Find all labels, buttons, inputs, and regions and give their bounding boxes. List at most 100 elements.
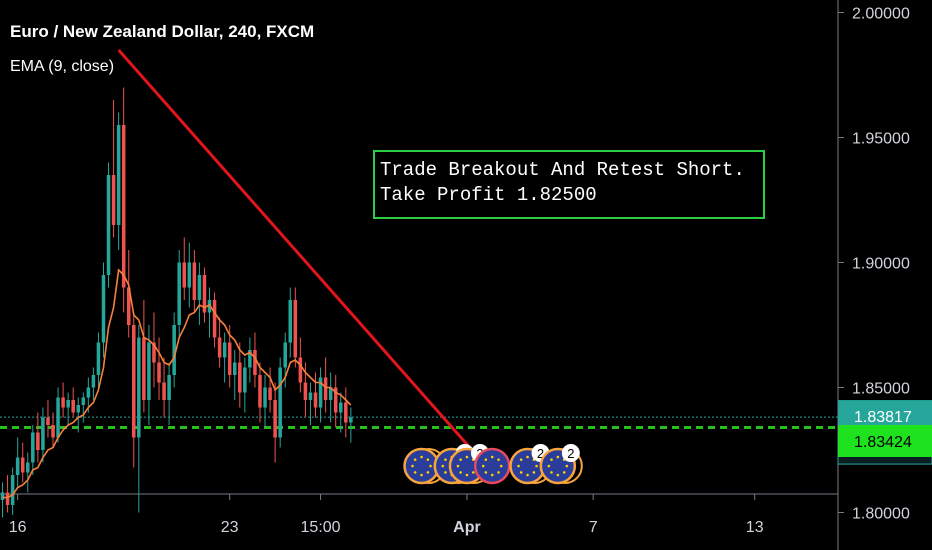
candle-body (283, 342, 287, 368)
flag-star (526, 473, 529, 477)
candle-body (197, 275, 202, 300)
ema-line (2, 268, 352, 499)
flag-star (484, 458, 488, 461)
candle-body (177, 262, 181, 325)
price-tick-label: 2.00000 (852, 6, 910, 23)
candle-body (182, 262, 187, 288)
flag-star (519, 471, 523, 474)
candle-body (298, 357, 303, 383)
flag-star (497, 458, 500, 461)
candle-body (318, 377, 323, 408)
candle-body (187, 262, 192, 288)
flag-star (426, 471, 430, 474)
flag-star (426, 458, 430, 461)
candle-body (36, 432, 40, 450)
event-count: 2 (537, 446, 544, 461)
flag-star (484, 471, 488, 474)
candle-body (96, 342, 101, 375)
candle-body (248, 350, 252, 368)
candle-body (41, 417, 45, 450)
time-tick-label: 7 (589, 519, 598, 536)
flag-star (497, 471, 500, 474)
candle-body (10, 475, 15, 505)
trendline (117, 49, 474, 451)
candle-body (227, 342, 232, 375)
candle-body (111, 175, 116, 225)
flag-star (441, 464, 445, 468)
candle-body (333, 387, 338, 413)
candle-body (323, 377, 328, 400)
flag-star (420, 455, 423, 459)
candle-body (147, 342, 151, 400)
candle-body (217, 337, 222, 358)
candle-body (91, 375, 96, 388)
candle-body (278, 367, 282, 438)
candle-body (5, 492, 10, 505)
price-tick-label: 1.85000 (852, 381, 910, 398)
price-tick-label: 1.90000 (852, 256, 910, 273)
candle-body (132, 325, 136, 438)
flag-star (556, 455, 560, 459)
flag-star (562, 471, 566, 474)
candle-body (238, 362, 242, 393)
candle-body (101, 275, 106, 343)
price-tick-label: 1.80000 (852, 506, 910, 523)
support-price-label: 1.83424 (854, 434, 912, 451)
time-tick-label: Apr (453, 519, 481, 536)
candle-body (212, 300, 217, 338)
flag-star (444, 458, 447, 461)
flag-star (532, 471, 536, 474)
flag-star (429, 464, 432, 468)
flag-star (411, 464, 414, 468)
flag-star (565, 464, 569, 468)
flag-star (472, 471, 475, 474)
candle-body (152, 342, 156, 363)
candle-body (192, 262, 197, 300)
candle-body (162, 382, 166, 400)
trade-note-line-2: Take Profit 1.82500 (380, 184, 597, 206)
candle-body (51, 425, 55, 438)
eu-flag-icon (473, 447, 511, 485)
candle-body (293, 300, 298, 358)
flag-star (459, 471, 462, 474)
candle-body (288, 300, 293, 343)
flag-star (420, 473, 423, 477)
current-price-label: 1.83817 (854, 409, 912, 426)
candle-body (303, 382, 308, 400)
candle-body (20, 457, 25, 473)
time-tick-label: 15:00 (301, 519, 341, 536)
candle-body (222, 342, 227, 358)
candle-body (338, 402, 343, 413)
trade-note: Trade Breakout And Retest Short. Take Pr… (373, 150, 765, 219)
time-tick-label: 16 (9, 519, 27, 536)
chart-title: Euro / New Zealand Dollar, 240, FXCM (10, 22, 315, 41)
flag-star (465, 455, 469, 459)
price-tick-label: 1.95000 (852, 131, 910, 148)
candle-body (263, 387, 267, 408)
candle-body (313, 392, 318, 408)
flag-star (481, 464, 485, 468)
candle-body (126, 287, 131, 325)
candle-body (116, 125, 121, 225)
candle-body (232, 362, 237, 375)
event-count: 2 (567, 446, 574, 461)
candle-body (76, 405, 81, 413)
flag-star (465, 473, 469, 477)
flag-star (413, 458, 417, 461)
flag-star (490, 473, 494, 477)
flag-star (519, 458, 523, 461)
trade-note-line-1: Trade Breakout And Retest Short. (380, 159, 745, 181)
flag-star (413, 471, 417, 474)
candle-body (243, 367, 247, 393)
candle-body (86, 387, 91, 398)
flag-star (535, 464, 538, 468)
candle-body (268, 387, 272, 400)
candle-body (0, 492, 5, 500)
candle-body (202, 275, 207, 313)
flag-star (526, 455, 529, 459)
event-count-badge (561, 444, 580, 462)
candle-body (66, 400, 70, 408)
flag-star (444, 471, 447, 474)
